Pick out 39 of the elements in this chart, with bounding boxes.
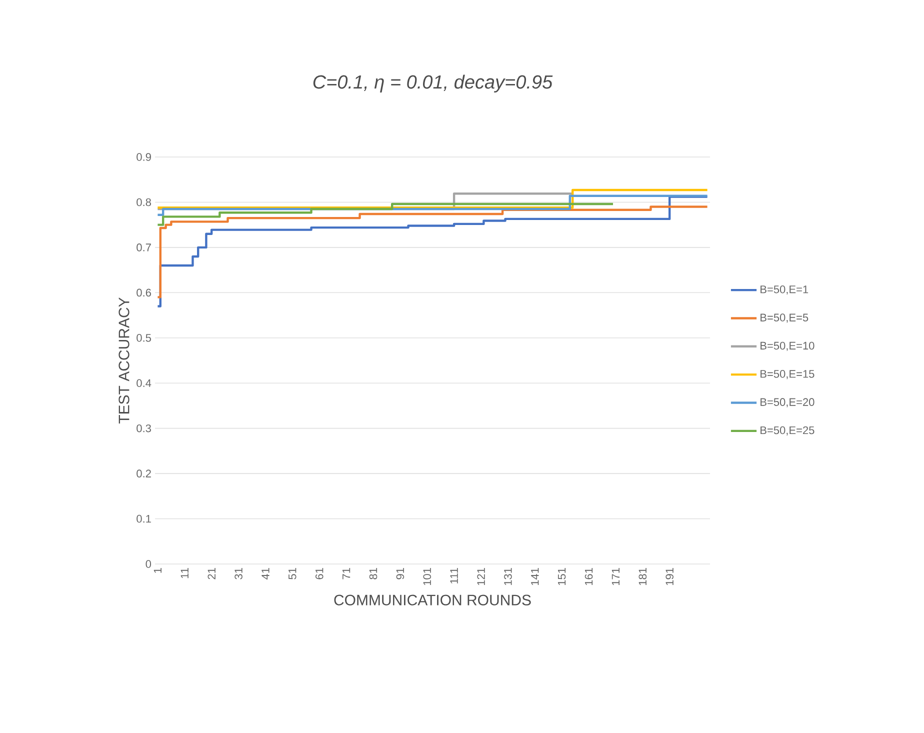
legend-label: B=50,E=10 [760,342,814,351]
x-tick-label: 41 [262,568,270,580]
x-tick-label: 111 [450,568,458,584]
x-tick-label: 71 [342,568,350,580]
x-tick-label: 151 [558,568,566,586]
x-axis-title: COMMUNICATION ROUNDS [334,594,531,606]
y-tick-label: 0.2 [136,470,151,478]
x-tick-label: 21 [208,568,216,580]
x-tick-label: 181 [638,568,647,586]
x-tick-label: 91 [396,568,404,580]
x-tick-label: 171 [612,568,620,586]
legend-label: B=50,E=20 [760,398,814,408]
y-tick-label: 0.3 [136,424,151,432]
x-tick-label: 1 [154,568,162,573]
x-tick-label: 51 [288,568,296,580]
x-tick-label: 81 [369,568,378,580]
y-tick-label: 0.1 [136,514,151,523]
y-tick-label: 0 [146,560,152,568]
y-tick-label: 0.4 [136,379,152,387]
x-tick-label: 161 [584,568,593,586]
y-tick-label: 0.9 [136,153,151,161]
x-tick-label: 121 [477,568,485,586]
y-tick-label: 0.5 [136,334,151,342]
x-tick-label: 11 [180,568,188,578]
x-tick-label: 131 [504,568,512,586]
legend-label: B=50,E=15 [760,370,814,380]
x-tick-label: 31 [234,568,242,580]
legend-label: B=50,E=1 [760,285,808,295]
legend-label: B=50,E=5 [760,314,808,323]
chart-title: C=0.1, η = 0.01, decay=0.95 [313,74,553,92]
legend-label: B=50,E=25 [760,426,814,436]
x-tick-label: 61 [315,568,324,580]
y-axis-title: TEST ACCURACY [118,298,130,424]
x-tick-label: 101 [423,568,432,586]
y-tick-label: 0.6 [136,288,151,297]
y-tick-label: 0.7 [136,244,151,252]
y-tick-label: 0.8 [136,198,151,206]
x-tick-label: 191 [666,568,674,586]
x-tick-label: 141 [531,568,539,586]
